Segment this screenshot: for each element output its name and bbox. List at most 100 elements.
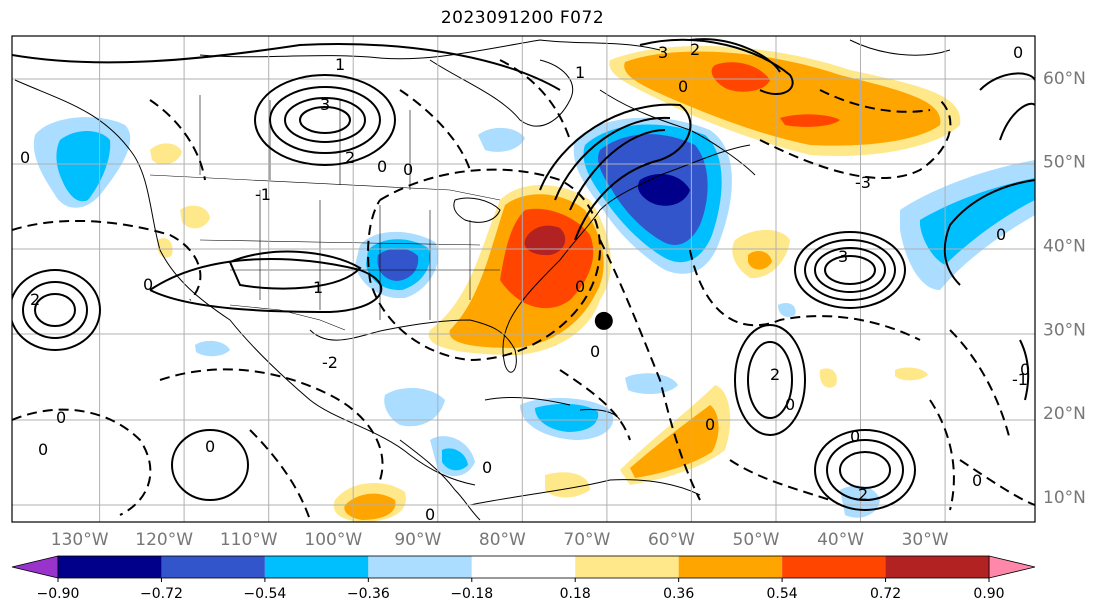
contour-line [12, 219, 202, 301]
colorbar-tick-label: −0.90 [37, 586, 80, 602]
contour-line [819, 89, 931, 113]
map-frame [11, 35, 1036, 523]
contour-line [689, 38, 781, 73]
latitude-tick-label: 40°N [1043, 236, 1086, 256]
contour-line [299, 106, 351, 134]
colorbar-segment [885, 556, 989, 578]
contour-label: 0 [482, 458, 492, 477]
contour-line [689, 249, 921, 341]
colorbar-tick-label: −0.54 [243, 586, 286, 602]
contour-line [839, 451, 891, 489]
contour-label: 1 [335, 55, 345, 74]
contour-line [171, 429, 249, 501]
us-mexico-border [229, 304, 346, 331]
great-lakes [453, 197, 501, 223]
positive-anomaly-region [711, 62, 770, 92]
negative-anomaly-region [56, 131, 111, 202]
positive-anomaly-region [500, 208, 594, 309]
contour-label: 0 [590, 342, 600, 361]
contour-label: 0 [205, 437, 215, 456]
latitude-tick-label: 50°N [1043, 153, 1086, 173]
longitude-tick-label: 90°W [394, 530, 441, 550]
contour-line [269, 86, 381, 154]
contour-line [814, 247, 886, 293]
negative-anomaly-region [478, 127, 525, 152]
longitude-tick-label: 100°W [304, 530, 362, 550]
caribbean-cuba [484, 397, 571, 406]
contour-line [149, 99, 206, 181]
contour-line [539, 103, 692, 241]
contour-line [12, 43, 561, 91]
colorbar-extend-high [988, 555, 1036, 579]
contour-label: 0 [377, 157, 387, 176]
contour-label: 0 [56, 408, 66, 427]
contour-line [499, 59, 571, 141]
contour-line [959, 459, 1035, 506]
contour-line [1019, 339, 1030, 401]
contour-label: 0 [38, 440, 48, 459]
contour-line [599, 239, 701, 501]
positive-anomaly-region [748, 250, 772, 270]
contour-line [979, 72, 1035, 141]
positive-anomaly-region [150, 143, 182, 165]
negative-anomaly-region [535, 403, 599, 432]
contour-line [794, 231, 906, 309]
central-america [399, 439, 481, 521]
colorbar-tick-label: −0.36 [347, 586, 390, 602]
greenland-coast [849, 39, 951, 56]
longitude-tick-label: 50°W [733, 530, 780, 550]
colorbar-segment [264, 556, 369, 578]
contour-label: -1 [1012, 370, 1028, 389]
contour-line [284, 97, 366, 143]
latitude-tick-label: 30°N [1043, 320, 1086, 340]
contour-line [159, 368, 384, 481]
colorbar-tick-label: 0.36 [663, 586, 694, 602]
contour-label: 0 [678, 77, 688, 96]
us-canada-border [149, 174, 501, 201]
negative-anomaly-region [195, 340, 230, 357]
longitude-tick-label: 120°W [135, 530, 193, 550]
contour-line [826, 439, 904, 501]
negative-anomaly-region [638, 174, 690, 206]
colorbar-segment [368, 556, 472, 578]
contour-line [759, 99, 952, 180]
colorbar-frame [57, 555, 990, 579]
contour-line [729, 459, 831, 501]
positive-anomaly-region [819, 368, 837, 388]
contour-label: 0 [785, 395, 795, 414]
longitude-tick-label: 40°W [817, 530, 864, 550]
positive-anomaly-region [524, 225, 566, 256]
positive-anomaly-region [624, 51, 941, 146]
contour-line [804, 239, 896, 301]
colorbar-segment [678, 556, 783, 578]
contour-line [22, 281, 88, 339]
contour-line [559, 369, 631, 441]
contour-line [824, 255, 876, 285]
canada-arctic [199, 39, 661, 60]
contour-line [254, 74, 396, 166]
contour-label: 2 [770, 365, 780, 384]
north-america-west-coast [14, 79, 476, 486]
negative-anomaly-region [442, 448, 468, 471]
contour-label: 3 [658, 43, 668, 62]
positive-anomaly-region [630, 405, 719, 478]
location-marker [594, 311, 613, 330]
contour-label: -3 [855, 173, 871, 192]
positive-anomaly-region [180, 205, 210, 229]
negative-anomaly-region [778, 303, 796, 317]
negative-anomaly-region [920, 178, 1035, 265]
gridlines [12, 36, 1035, 522]
contour-label: 0 [972, 471, 982, 490]
figure-title: 2023091200 F072 [440, 8, 605, 28]
contour-label: 2 [30, 290, 40, 309]
contour-label: -2 [322, 353, 338, 372]
colorbar-tick-label: 0.90 [973, 586, 1004, 602]
contour-line [569, 129, 666, 211]
colorbar-segment [782, 556, 886, 578]
negative-anomaly-region [625, 373, 678, 395]
contour-label: 3 [838, 247, 848, 266]
contour-label: 2 [690, 40, 700, 59]
colorbar-tick-label: −0.18 [450, 586, 493, 602]
latitude-tick-label: 20°N [1043, 404, 1086, 424]
contour-label: 0 [425, 505, 435, 524]
